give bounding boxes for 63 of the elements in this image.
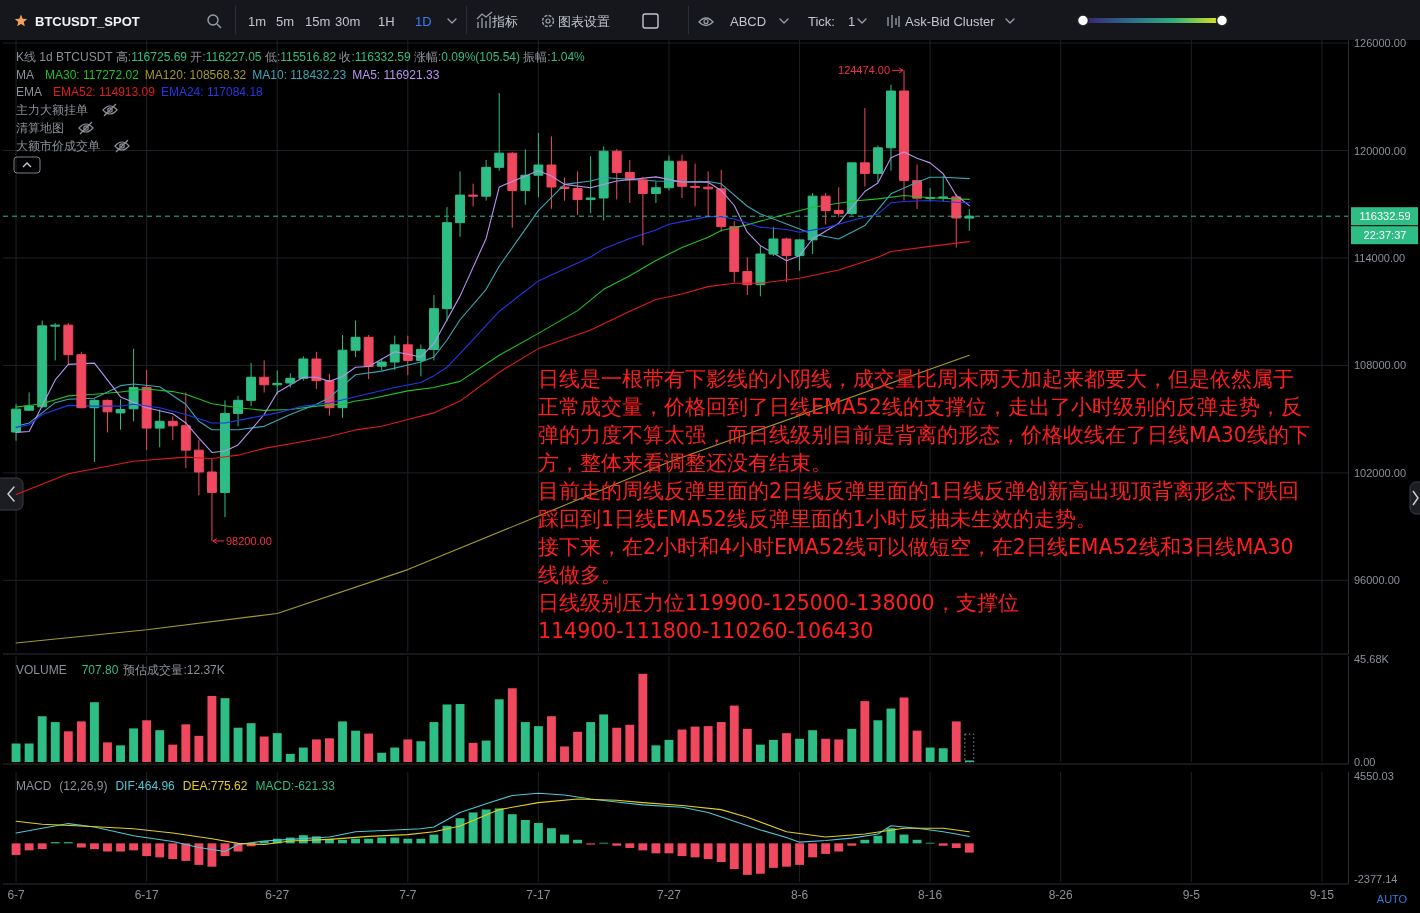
- annotation: 大额市价成交单: [16, 139, 100, 153]
- text: DIF:464.96: [115, 779, 176, 793]
- text: 15m: [305, 13, 331, 29]
- text: 5m: [276, 13, 295, 29]
- annotation: 主力大额挂单: [16, 103, 88, 117]
- y-tick-label: 4550.03: [1354, 769, 1394, 782]
- annotation: 清算地图: [16, 121, 64, 135]
- y-tick-label: 45.68K: [1354, 652, 1390, 665]
- x-tick-label: 8-26: [1048, 888, 1074, 902]
- text: DEA:775.62: [182, 779, 248, 793]
- annotation: 日线是一根带有下影线的小阴线，成交量比周末两天加起来都要大，但是依然属于正常成交量，价格回到了日线EMA52线的支撑位，走出了小时级别的反弹走势，反弹的力度不算太强，而日线级别目前是背离的形态，价格收线在了日线MA30线的下方，整体来看调整还没有结束。: [538, 367, 1310, 475]
- text: 1D: [415, 13, 432, 29]
- y-tick-label: 108000.00: [1354, 359, 1406, 372]
- y-tick-label: 96000.00: [1354, 574, 1400, 587]
- x-tick-label: 9-5: [1182, 888, 1201, 902]
- text: ABCD: [730, 13, 767, 29]
- y-tick-label: 0.00: [1354, 756, 1376, 768]
- annotation: 日线级别压力位119900-125000-138000，支撑位114900-111800-110260-106430: [538, 591, 1019, 643]
- annotation: 124474.00: [838, 64, 891, 77]
- ref-line-label: 116332.59: [1359, 210, 1411, 223]
- text: MA30: 117272.02: [45, 68, 140, 82]
- text: 1m: [248, 13, 267, 29]
- text: 指标: [491, 13, 518, 29]
- x-tick-label: 6-17: [134, 888, 159, 902]
- text: 30m: [335, 13, 361, 29]
- text: Ask-Bid Cluster: [905, 13, 996, 29]
- x-tick-label: 7-7: [399, 888, 417, 902]
- annotation: 预估成交量:12.37K: [123, 663, 225, 677]
- text: MA120: 108568.32: [144, 68, 247, 82]
- x-tick-label: 7-17: [526, 888, 551, 902]
- text: MACD: [16, 779, 52, 793]
- annotation: 目前走的周线反弹里面的2日线反弹里面的1日线反弹创新高出现顶背离形态下跌回踩回到1日线EMA52线反弹里面的1小时反抽未生效的走势。: [538, 479, 1300, 531]
- text: MACD:-621.33: [255, 779, 336, 793]
- text: MA10: 118432.23: [252, 68, 347, 82]
- x-tick-label: 8-6: [790, 888, 809, 902]
- text: VOLUME: [16, 663, 67, 677]
- text: EMA52: 114913.09: [53, 85, 156, 99]
- text: MA5: 116921.33: [352, 68, 440, 82]
- x-tick-label: 9-15: [1309, 888, 1335, 902]
- annotation: 98200.00: [225, 534, 272, 547]
- x-tick-label: 6-7: [7, 888, 26, 902]
- x-tick-label: 7-27: [656, 888, 682, 902]
- annotation: MA: [16, 68, 34, 82]
- text: (12,26,9): [59, 779, 108, 793]
- text: K线 1d BTCUSDT 高:116725.69 开:116227.05 低:115516.82 收:116332.59 涨幅:0.09%(105.54) 振幅:1.04%: [16, 50, 585, 64]
- text: 1H: [378, 13, 395, 29]
- annotation: EMA: [16, 85, 43, 99]
- text: 1: [848, 13, 856, 29]
- y-tick-label: 126000.00: [1354, 37, 1406, 50]
- text: Tick:: [808, 13, 835, 29]
- text: AUTO: [1376, 893, 1408, 905]
- text: 22:37:37: [1363, 229, 1407, 242]
- annotation: 接下来，在2小时和4小时EMA52线可以做短空，在2日线EMA52线和3日线MA30线做多。: [538, 535, 1294, 587]
- y-tick-label: 120000.00: [1354, 144, 1406, 157]
- y-tick-label: 102000.00: [1354, 466, 1406, 479]
- x-tick-label: 6-27: [265, 888, 290, 902]
- text: EMA24: 117084.18: [160, 85, 264, 99]
- annotation: 707.80: [81, 663, 119, 677]
- text: BTCUSDT_SPOT: [35, 13, 140, 29]
- text: 图表设置: [558, 13, 610, 29]
- x-tick-label: 8-16: [918, 888, 943, 902]
- y-tick-label: 114000.00: [1354, 251, 1406, 264]
- y-tick-label: -2377.14: [1354, 872, 1398, 885]
